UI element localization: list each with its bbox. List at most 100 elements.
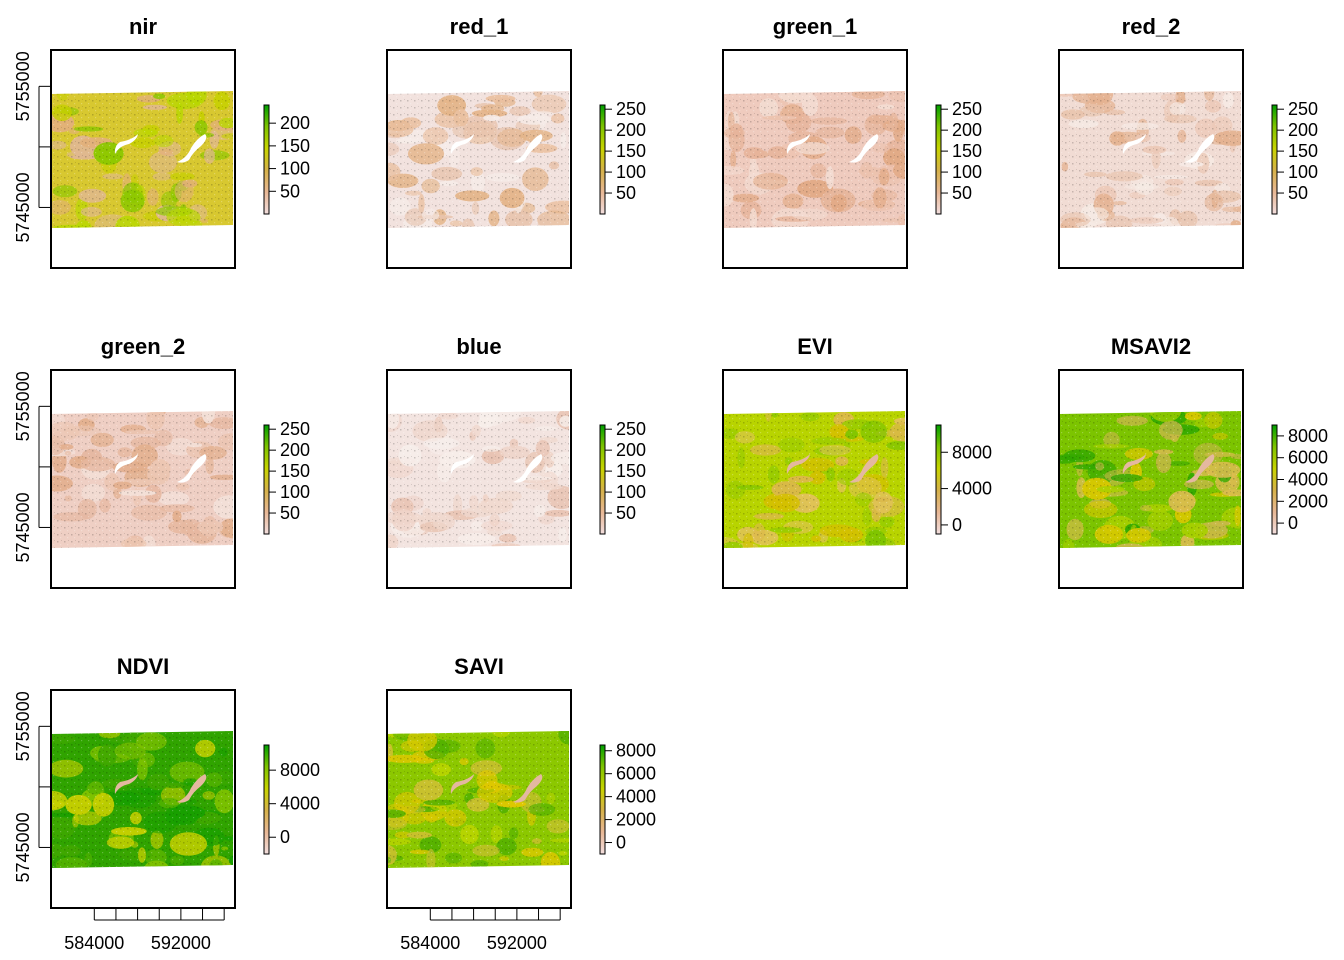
lake-east [513, 454, 543, 483]
legend-tick-label: 100 [616, 482, 646, 502]
panel-title: blue [456, 334, 501, 359]
raster-image [387, 731, 569, 868]
legend-tick-label: 150 [280, 136, 310, 156]
raster-texture [1059, 411, 1241, 548]
legend-tick-label: 150 [616, 461, 646, 481]
panel-title: SAVI [454, 654, 504, 679]
legend-tick-label: 100 [280, 482, 310, 502]
plot-frame [722, 49, 908, 269]
lake-east [513, 774, 543, 803]
legend-tick-label: 6000 [1288, 448, 1328, 468]
legend-tick-label: 200 [616, 440, 646, 460]
lake-west [1122, 134, 1146, 154]
panel-title: MSAVI2 [1111, 334, 1191, 359]
legend-tick-label: 150 [1288, 141, 1318, 161]
plot-frame [50, 49, 236, 269]
y-tick-label: 5755000 [13, 691, 33, 761]
legend-tick-label: 4000 [1288, 470, 1328, 490]
legend-tick-label: 50 [280, 503, 300, 523]
legend-tick-label: 200 [280, 113, 310, 133]
x-tick-label: 592000 [151, 933, 211, 953]
legend-tick-label: 8000 [952, 442, 992, 462]
legend-tick-label: 2000 [1288, 491, 1328, 511]
raster-texture [51, 91, 233, 228]
y-tick-label: 5745000 [13, 492, 33, 562]
legend-colorbar [599, 424, 606, 535]
lake-west [786, 134, 810, 154]
lake-east [513, 134, 543, 163]
panel-title: EVI [797, 334, 832, 359]
raster-image [1059, 411, 1241, 548]
legend-tick-label: 4000 [952, 479, 992, 499]
legend-tick-label: 50 [952, 183, 972, 203]
legend-tick-label: 250 [616, 99, 646, 119]
raster-texture [387, 731, 569, 868]
legend-colorbar [1271, 424, 1278, 535]
raster-texture [1059, 91, 1241, 228]
legend-tick-label: 200 [952, 120, 982, 140]
legend-tick-label: 0 [1288, 513, 1298, 533]
legend-tick-label: 50 [616, 503, 636, 523]
lake-east [1185, 454, 1215, 483]
legend-tick-label: 8000 [1288, 426, 1328, 446]
raster-image [723, 411, 905, 548]
y-axis: 5745000 5755000 [13, 371, 51, 562]
legend-tick-label: 100 [952, 162, 982, 182]
legend: 0 4000 8000 [263, 744, 320, 855]
raster-texture [51, 411, 233, 548]
y-tick-label: 5745000 [13, 812, 33, 882]
y-tick-label: 5755000 [13, 371, 33, 441]
raster-texture [723, 91, 905, 228]
legend-tick-label: 100 [1288, 162, 1318, 182]
y-tick-label: 5755000 [13, 51, 33, 121]
panel-title: red_2 [1122, 14, 1181, 39]
lake-west [450, 774, 474, 794]
lake-east [849, 454, 879, 483]
plot-frame [386, 689, 572, 909]
lake-west [450, 454, 474, 474]
legend-tick-label: 50 [1288, 183, 1308, 203]
legend: 0 2000 4000 6000 8000 [599, 741, 656, 855]
plot-frame [1058, 49, 1244, 269]
raster-texture [387, 411, 569, 548]
legend-tick-label: 200 [616, 120, 646, 140]
plot-frame [1058, 369, 1244, 589]
legend-tick-label: 8000 [616, 741, 656, 761]
legend-colorbar [263, 744, 270, 855]
legend-tick-label: 50 [280, 181, 300, 201]
x-axis: 584000 592000 [400, 908, 561, 953]
raster-image [51, 731, 233, 868]
lake-west [114, 454, 138, 474]
lake-west [114, 134, 138, 154]
panel-NDVI: NDVI 0 4000 8000 5745000 5755000 584000 592000 [13, 654, 320, 953]
legend-tick-label: 0 [616, 833, 626, 853]
lake-east [177, 774, 207, 803]
plot-frame [50, 689, 236, 909]
lake-east [849, 134, 879, 163]
legend-tick-label: 150 [616, 141, 646, 161]
plot-frame [50, 369, 236, 589]
raster-image [387, 411, 569, 548]
legend-tick-label: 2000 [616, 810, 656, 830]
raster-image [51, 91, 233, 228]
panel-title: red_1 [450, 14, 509, 39]
legend-tick-label: 200 [1288, 120, 1318, 140]
legend-tick-label: 150 [952, 141, 982, 161]
legend-tick-label: 4000 [616, 787, 656, 807]
y-tick-label: 5745000 [13, 172, 33, 242]
legend-tick-label: 250 [952, 99, 982, 119]
raster-image [723, 91, 905, 228]
legend-tick-label: 6000 [616, 764, 656, 784]
